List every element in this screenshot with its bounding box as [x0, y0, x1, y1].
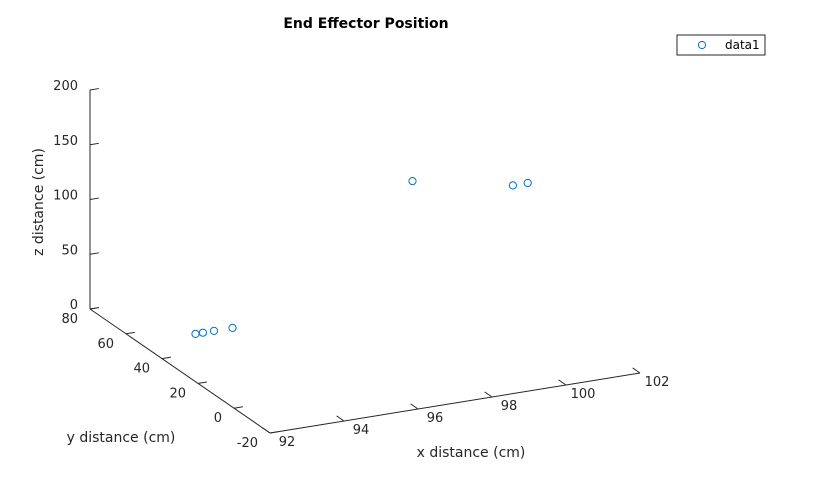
z-tick [89, 142, 99, 146]
y-tick [197, 381, 207, 384]
z-tick-label: 150 [53, 134, 78, 149]
x-tick [336, 415, 345, 422]
x-tick [558, 379, 567, 386]
z-axis-label: z distance (cm) [31, 148, 47, 256]
x-tick-label: 98 [501, 399, 518, 414]
z-tick [89, 252, 99, 255]
x-tick-label: 96 [427, 411, 444, 426]
data-point [228, 323, 237, 332]
data-points [191, 177, 532, 338]
y-tick-label: 20 [169, 386, 186, 401]
y-tick-label: 80 [61, 312, 78, 327]
z-tick [89, 197, 99, 200]
y-tick-label: -20 [237, 436, 258, 451]
data-point [198, 328, 207, 337]
x-axis-line [269, 372, 641, 434]
data-point [191, 329, 200, 338]
x-tick [262, 427, 271, 434]
legend-marker [697, 40, 707, 50]
x-tick-label: 100 [571, 387, 596, 402]
y-tick [161, 356, 171, 360]
y-tick-label: 40 [133, 362, 150, 377]
data-point [209, 326, 219, 335]
y-tick [233, 406, 243, 409]
legend-box [676, 34, 766, 56]
chart-title: End Effector Position [283, 16, 448, 32]
x-tick [410, 403, 419, 410]
legend: data1 [676, 34, 766, 56]
y-axis-label: y distance (cm) [67, 430, 176, 446]
z-tick [89, 307, 99, 310]
z-tick-label: 50 [61, 243, 78, 258]
y-tick [125, 331, 135, 335]
tick-marks [89, 88, 641, 434]
axes [89, 90, 641, 434]
z-tick-label: 200 [53, 79, 78, 94]
z-tick-label: 100 [53, 189, 78, 204]
data-point [523, 178, 532, 188]
z-tick-label: 0 [70, 298, 78, 313]
x-tick [632, 367, 641, 374]
y-tick [269, 431, 279, 434]
legend-label: data1 [725, 38, 760, 52]
data-point [408, 177, 417, 186]
x-axis-label: x distance (cm) [417, 445, 526, 461]
x-tick [484, 391, 493, 398]
y-axis-line [89, 308, 271, 434]
x-tick-label: 92 [279, 435, 296, 450]
y-tick-label: 60 [97, 337, 114, 352]
y-tick-label: 0 [214, 411, 222, 426]
data-point [508, 181, 518, 190]
x-tick-label: 94 [353, 423, 370, 438]
z-tick [89, 88, 99, 91]
x-tick-label: 102 [645, 375, 670, 390]
